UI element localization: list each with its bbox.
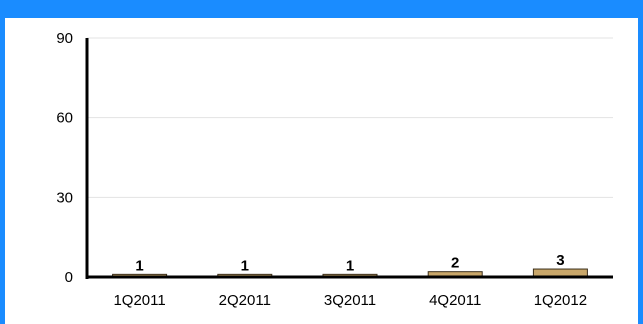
data-label: 1	[346, 257, 354, 274]
data-label: 3	[556, 252, 564, 269]
y-tick-label: 90	[56, 30, 73, 47]
data-label: 2	[451, 255, 459, 272]
x-tick-label: 4Q2011	[429, 292, 481, 309]
labels: 0 30 60 90 1 1Q2011 1 2Q2011 1 3Q2011 2 4Q2011 3 1Q20…	[56, 30, 587, 309]
x-tick-label: 3Q2011	[324, 292, 376, 309]
y-tick-label: 60	[56, 110, 73, 127]
axes	[85, 38, 613, 279]
x-tick-label: 1Q2011	[113, 292, 165, 309]
data-label: 1	[241, 257, 249, 274]
x-tick-label: 1Q2012	[534, 292, 587, 309]
x-tick-label: 2Q2011	[219, 292, 271, 309]
gridlines	[87, 37, 613, 198]
data-label: 1	[135, 257, 143, 274]
y-tick-label: 0	[65, 269, 73, 286]
y-tick-label: 30	[56, 189, 73, 206]
